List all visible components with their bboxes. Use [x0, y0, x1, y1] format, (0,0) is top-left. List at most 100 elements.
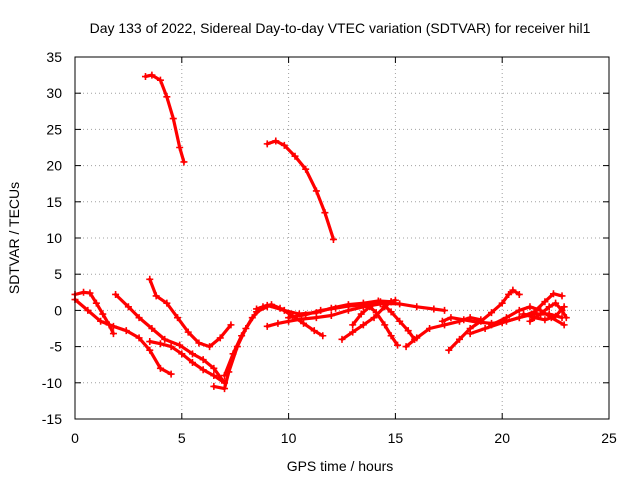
data-point — [319, 332, 327, 340]
data-point — [124, 303, 132, 311]
data-point — [515, 290, 523, 298]
series-track-22 — [520, 303, 568, 324]
data-point — [263, 301, 271, 309]
data-point — [549, 290, 557, 298]
data-point — [488, 321, 496, 329]
data-point — [135, 334, 143, 342]
data-point — [80, 288, 88, 296]
data-point — [509, 286, 517, 294]
data-point — [441, 321, 449, 329]
data-point — [86, 289, 94, 297]
series-track-7 — [146, 338, 229, 387]
data-point — [312, 187, 320, 195]
data-point — [349, 321, 357, 329]
data-point — [381, 321, 389, 329]
data-point — [156, 340, 164, 348]
data-point — [178, 350, 186, 358]
series-layer — [71, 71, 570, 393]
data-point — [552, 299, 560, 307]
data-point — [310, 327, 318, 335]
data-point — [530, 314, 538, 322]
data-point — [122, 327, 130, 335]
data-point — [387, 332, 395, 340]
data-point — [560, 321, 568, 329]
x-tick-label: 0 — [71, 430, 79, 446]
x-tick-label: 15 — [388, 430, 404, 446]
data-point — [99, 310, 107, 318]
chart-title: Day 133 of 2022, Sidereal Day-to-day VTE… — [90, 20, 591, 36]
data-point — [370, 314, 378, 322]
data-point — [357, 310, 365, 318]
x-tick-label: 5 — [178, 430, 186, 446]
data-point — [302, 311, 310, 319]
data-point — [161, 335, 169, 343]
data-point — [460, 316, 468, 324]
data-point — [163, 299, 171, 307]
data-point — [387, 298, 395, 306]
tick-labels: 0 5 10 15 20 25 -15 -10 -5 0 5 10 15 20 25 30 35 — [42, 49, 617, 446]
series-track-2 — [263, 137, 337, 243]
y-tick-label: -15 — [42, 411, 62, 427]
data-point — [167, 343, 175, 351]
data-point — [526, 317, 534, 325]
data-point — [263, 322, 271, 330]
data-point — [272, 137, 280, 145]
data-point — [344, 302, 352, 310]
data-point — [248, 314, 256, 322]
data-point — [376, 298, 384, 306]
data-point — [112, 290, 120, 298]
data-point — [227, 321, 235, 329]
data-point — [152, 292, 160, 300]
data-point — [515, 306, 523, 314]
data-point — [188, 350, 196, 358]
series-track-6 — [146, 275, 235, 351]
data-point — [210, 364, 218, 372]
data-point — [263, 140, 271, 148]
data-point — [280, 306, 288, 314]
data-point — [366, 303, 374, 311]
series-line — [114, 292, 227, 385]
series-track-4 — [71, 296, 175, 378]
series-track-1 — [141, 71, 188, 166]
y-tick-label: 25 — [46, 121, 62, 137]
data-point — [413, 303, 421, 311]
data-point — [404, 327, 412, 335]
data-point — [537, 310, 545, 318]
data-point — [109, 322, 117, 330]
data-point — [135, 314, 143, 322]
data-point — [541, 316, 549, 324]
data-point — [146, 346, 154, 354]
data-point — [163, 93, 171, 101]
data-point — [253, 305, 261, 313]
y-axis-label: SDTVAR / TECUs — [6, 182, 22, 294]
data-point — [498, 299, 506, 307]
data-point — [167, 370, 175, 378]
data-point — [84, 306, 92, 314]
x-tick-label: 25 — [601, 430, 617, 446]
data-point — [338, 335, 346, 343]
data-point — [148, 71, 156, 79]
data-point — [455, 335, 463, 343]
series-line — [143, 73, 186, 164]
data-point — [488, 309, 496, 317]
series-track-14 — [349, 303, 402, 349]
plot-frame — [74, 56, 610, 420]
data-point — [321, 209, 329, 217]
data-point — [156, 76, 164, 84]
data-point — [146, 338, 154, 346]
data-point — [520, 310, 528, 318]
data-point — [430, 305, 438, 313]
data-point — [280, 141, 288, 149]
data-point — [560, 303, 568, 311]
data-point — [169, 115, 177, 123]
data-point — [210, 372, 218, 380]
data-point — [180, 158, 188, 166]
series-line — [73, 290, 115, 336]
data-point — [216, 334, 224, 342]
data-point — [238, 332, 246, 340]
data-point — [481, 325, 489, 332]
data-point — [199, 356, 207, 364]
series-track-12 — [285, 299, 449, 322]
data-point — [148, 325, 156, 332]
